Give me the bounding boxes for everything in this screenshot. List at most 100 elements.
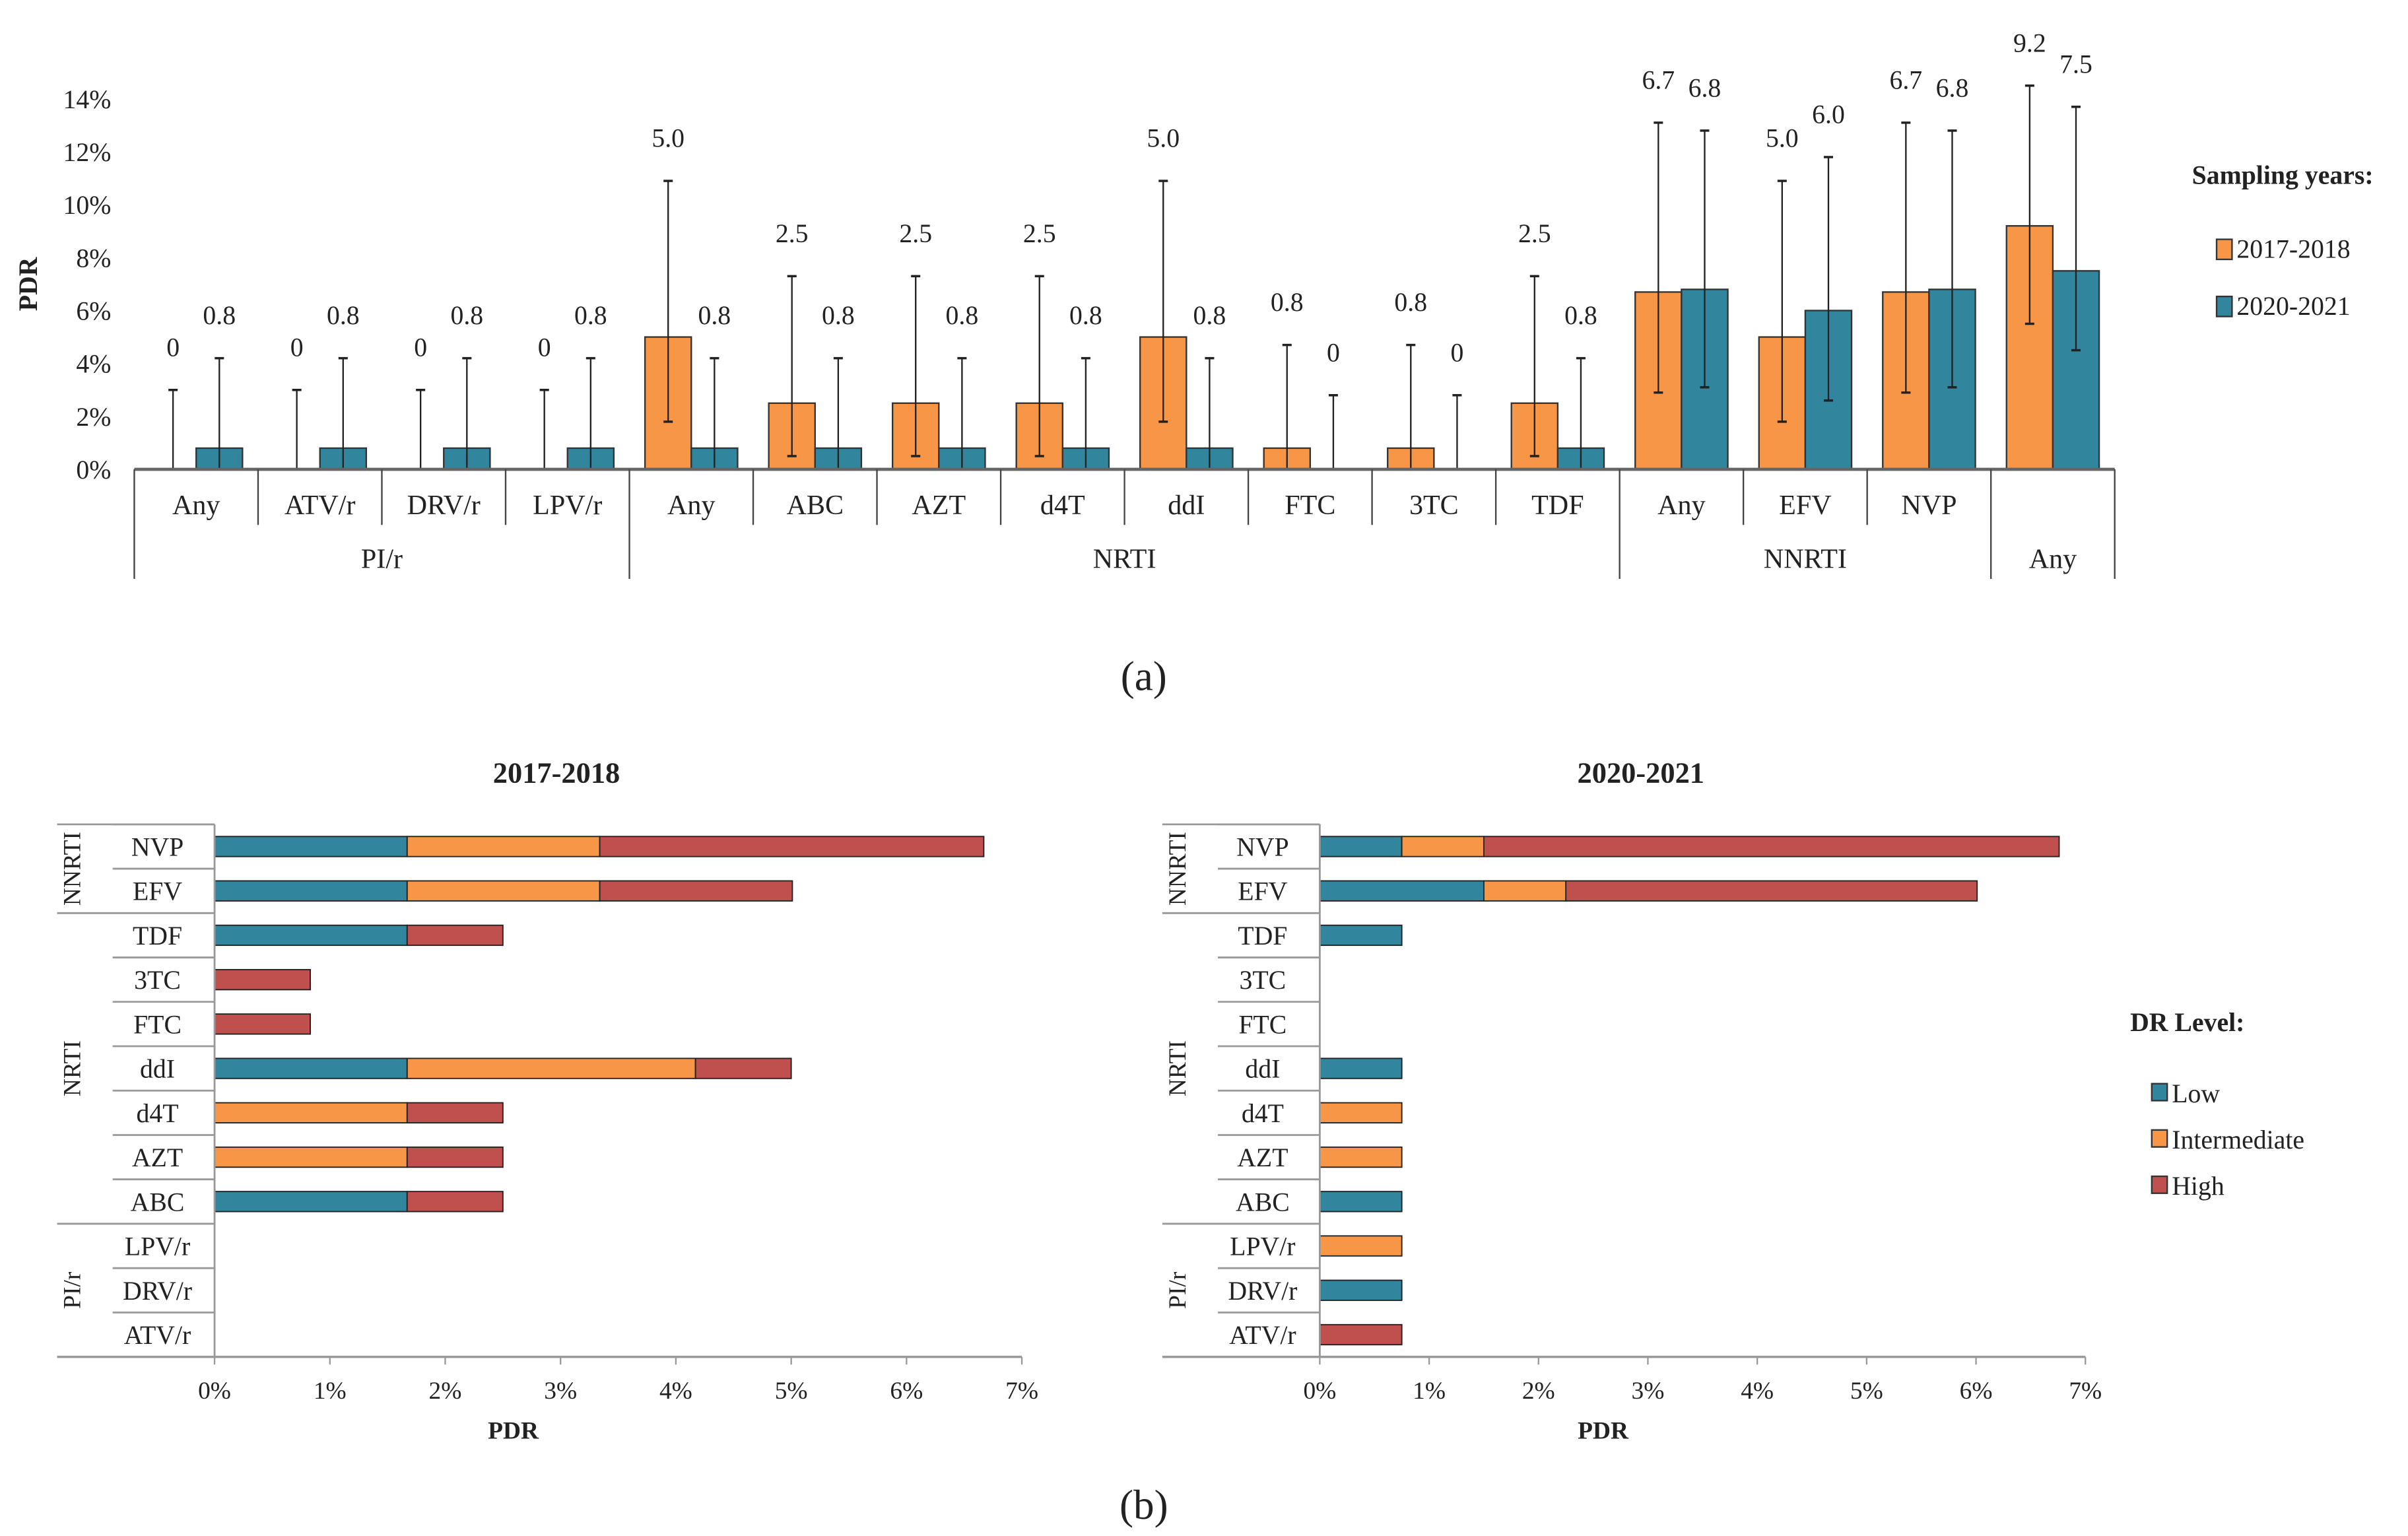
bar-segment-high — [1483, 836, 2060, 857]
x-tick-label: 6% — [1960, 1378, 1993, 1405]
data-label: 0.8 — [327, 301, 360, 330]
legends: Sampling years: 2017-2018 2020-2021 DR Leve… — [2130, 160, 2373, 1201]
x-category-label: ATV/r — [284, 490, 356, 521]
x-category-label: 3TC — [1409, 490, 1459, 521]
data-label: 0 — [290, 333, 304, 362]
data-label: 5.0 — [652, 124, 685, 153]
x-tick-label: 4% — [1741, 1378, 1774, 1405]
y-tick-label: 4% — [76, 350, 111, 379]
bar-segment-high — [406, 1191, 504, 1213]
bar-segment-high — [214, 1013, 311, 1035]
data-label: 0.8 — [203, 301, 236, 330]
x-axis-label: PDR — [488, 1418, 539, 1445]
y-group-label: NNRTI — [59, 832, 86, 906]
y-tick-label: 10% — [63, 191, 111, 220]
x-tick-label: 0% — [198, 1378, 231, 1405]
y-category-label: ddI — [140, 1055, 175, 1084]
x-tick-label: 1% — [314, 1378, 347, 1405]
x-category-label: ABC — [787, 490, 844, 521]
panel-b-2017-2018-stacked-bar-chart: 2017-2018 NVP EFV TDF 3TC FTC ddI d4T AZT ABC LPV/… — [57, 756, 1038, 1445]
bar-segment-low — [1319, 1191, 1403, 1213]
y-axis-label: PDR — [14, 256, 43, 311]
legend-label-intermediate: Intermediate — [2172, 1125, 2304, 1154]
x-tick-label: 4% — [659, 1378, 692, 1405]
bar-segment-high — [406, 924, 504, 947]
y-category-label: DRV/r — [1228, 1277, 1297, 1306]
bar-segment-intermediate — [1401, 836, 1485, 857]
bar-segment-intermediate — [214, 1146, 408, 1168]
y-group-label: PI/r — [59, 1271, 86, 1309]
x-category-label: Any — [667, 490, 715, 521]
bar-segment-high — [599, 880, 793, 902]
x-category-label: DRV/r — [407, 490, 481, 521]
bar-segment-intermediate — [1319, 1235, 1403, 1257]
bar-segment-intermediate — [1483, 880, 1567, 902]
bar-segment-low — [214, 1191, 408, 1213]
x-tick-label: 5% — [775, 1378, 808, 1405]
y-category-label: ATV/r — [1229, 1321, 1296, 1350]
y-category-label: ABC — [131, 1187, 185, 1217]
y-category-label: NVP — [1236, 833, 1289, 862]
y-category-label: d4T — [137, 1099, 179, 1128]
data-label: 2.5 — [899, 219, 932, 248]
bar-segment-low — [1319, 924, 1403, 947]
bar-segment-high — [214, 969, 311, 991]
x-category-label: d4T — [1040, 490, 1085, 521]
data-label: 0.8 — [1069, 301, 1102, 330]
x-category-label: FTC — [1285, 490, 1335, 521]
y-category-label: d4T — [1242, 1099, 1284, 1128]
y-group-label: NNRTI — [1164, 832, 1191, 906]
x-tick-label: 3% — [544, 1378, 577, 1405]
y-category-label: NVP — [131, 833, 184, 862]
data-label: 0 — [1450, 338, 1463, 367]
x-category-label: LPV/r — [533, 490, 602, 521]
bar-segment-low — [214, 1057, 408, 1079]
bar-segment-high — [1565, 880, 1978, 902]
bar-segment-high — [406, 1102, 504, 1123]
y-tick-label: 8% — [76, 244, 111, 273]
data-label: 0.8 — [1193, 301, 1226, 330]
data-label: 6.8 — [1689, 73, 1722, 102]
bar-segment-intermediate — [1319, 1102, 1403, 1123]
x-category-label: Any — [1657, 490, 1705, 521]
y-category-label: ABC — [1236, 1187, 1290, 1217]
y-category-label: LPV/r — [1230, 1232, 1295, 1261]
legend-label-high: High — [2172, 1172, 2224, 1201]
legend-label-2017-2018: 2017-2018 — [2236, 235, 2350, 264]
legend-title-sampling-years: Sampling years: — [2192, 160, 2374, 189]
y-category-label: DRV/r — [123, 1277, 192, 1306]
bar-segment-low — [1319, 1279, 1403, 1301]
legend-swatch-2017-2018 — [2215, 238, 2233, 261]
y-category-label: TDF — [1238, 921, 1287, 951]
y-tick-label: 2% — [76, 403, 111, 432]
bar-segment-low — [1319, 1057, 1403, 1079]
y-category-label: FTC — [1238, 1010, 1287, 1039]
data-label: 0 — [538, 333, 551, 362]
bar-segment-low — [1319, 880, 1485, 902]
x-tick-label: 6% — [890, 1378, 923, 1405]
x-category-label: Any — [172, 490, 220, 521]
y-category-label: FTC — [133, 1010, 182, 1039]
data-label: 9.2 — [2013, 28, 2046, 57]
data-label: 0.8 — [946, 301, 979, 330]
x-tick-label: 1% — [1413, 1378, 1446, 1405]
x-tick-label: 0% — [1303, 1378, 1336, 1405]
x-category-label: NVP — [1901, 490, 1956, 521]
y-category-label: LPV/r — [125, 1232, 190, 1261]
data-label: 6.7 — [1642, 65, 1675, 94]
x-tick-label: 2% — [1522, 1378, 1555, 1405]
bar-segment-low — [214, 836, 408, 857]
legend-title-dr-level: DR Level: — [2130, 1008, 2244, 1037]
y-category-label: ATV/r — [124, 1321, 191, 1350]
data-label: 7.5 — [2059, 50, 2092, 79]
panel-a-grouped-bar-chart: 0% 2% 4% 6% 8% 10% 12% 14% PDR 0 0.8 0 0.8 0 0.8 0 0.8 5.… — [14, 28, 2116, 580]
bar-segment-low — [1319, 836, 1403, 857]
y-category-label: EFV — [1238, 877, 1287, 906]
data-label: 0.8 — [822, 301, 855, 330]
x-category-label: AZT — [912, 490, 966, 521]
x-tick-label: 7% — [1005, 1378, 1038, 1405]
legend-label-2020-2021: 2020-2021 — [2236, 292, 2350, 321]
data-label: 2.5 — [1023, 219, 1056, 248]
x-group-label: NNRTI — [1764, 544, 1847, 575]
